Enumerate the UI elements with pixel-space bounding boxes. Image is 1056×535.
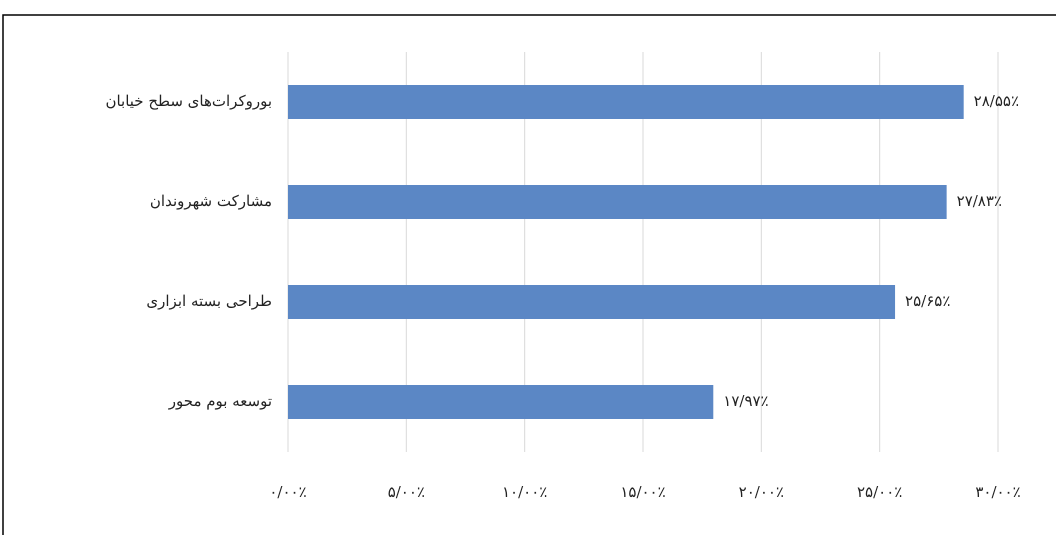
x-tick-label: ۲۰/۰۰٪ [739,483,784,501]
category-label: بوروکرات‌های سطح خیابان [105,92,272,110]
category-label: طراحی بسته ابزاری [146,292,272,310]
x-tick-label: ۳۰/۰۰٪ [975,483,1020,501]
bar [288,285,896,319]
frame [2,14,1056,535]
x-tick-label: ۵/۰۰٪ [388,483,425,501]
category-label: مشارکت شهروندان [150,192,272,210]
bar [288,185,947,219]
bar [288,85,964,119]
value-label: ۱۷/۹۷٪ [723,392,768,410]
bar [288,385,714,419]
value-label: ۲۵/۶۵٪ [905,292,950,310]
x-tick-label: ۰/۰۰٪ [269,483,306,501]
value-label: ۲۷/۸۳٪ [957,192,1002,210]
x-tick-label: ۱۰/۰۰٪ [502,483,547,501]
x-tick-label: ۱۵/۰۰٪ [620,483,665,501]
category-label: توسعه بوم محور [168,392,272,410]
x-tick-label: ۲۵/۰۰٪ [857,483,902,501]
value-label: ۲۸/۵۵٪ [974,92,1019,110]
